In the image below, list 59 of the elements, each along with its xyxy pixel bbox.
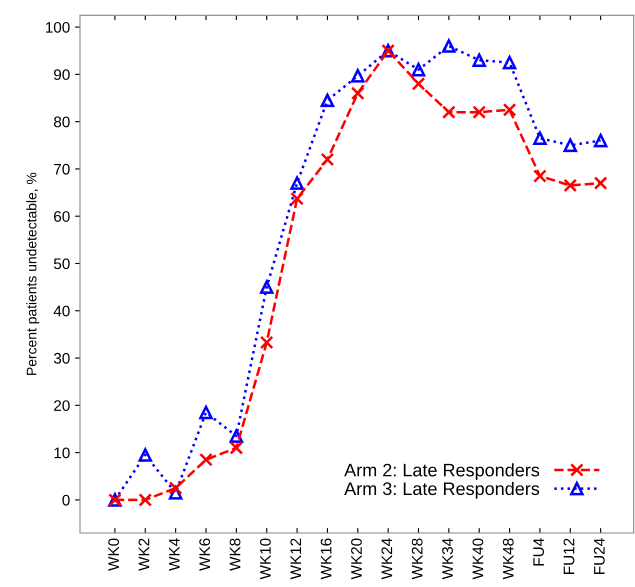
point bbox=[350, 86, 365, 100]
y-tick-label: 10 bbox=[54, 447, 70, 458]
point bbox=[168, 481, 182, 495]
point bbox=[442, 105, 456, 119]
y-tick-label: 20 bbox=[54, 400, 70, 412]
y-tick-label: 80 bbox=[54, 116, 70, 128]
point bbox=[230, 441, 244, 455]
x-tick-label: WK20 bbox=[351, 538, 362, 580]
point bbox=[533, 131, 547, 145]
point bbox=[442, 39, 456, 53]
y-tick-label: 30 bbox=[54, 352, 70, 364]
y-tick-label: 40 bbox=[54, 306, 70, 316]
y-axis-title: Percent patients undetectable, % bbox=[26, 172, 40, 375]
point bbox=[594, 176, 608, 190]
point bbox=[502, 103, 516, 117]
point bbox=[563, 138, 578, 152]
legend-label: Arm 3: Late Responders bbox=[344, 482, 540, 499]
point bbox=[533, 169, 547, 183]
point bbox=[290, 176, 304, 190]
x-tick-label: WK12 bbox=[290, 538, 302, 580]
point bbox=[320, 152, 334, 166]
point bbox=[290, 192, 304, 206]
point bbox=[138, 448, 152, 462]
point bbox=[199, 406, 213, 420]
x-tick-label: WK48 bbox=[502, 538, 514, 580]
x-tick-label: WK0 bbox=[108, 538, 120, 571]
point bbox=[563, 178, 578, 192]
x-tick-label: WK8 bbox=[230, 538, 240, 571]
x-tick-label: WK16 bbox=[320, 538, 332, 580]
point bbox=[199, 452, 213, 467]
point bbox=[472, 53, 486, 67]
y-tick-label: 70 bbox=[54, 164, 70, 175]
x-tick-label: WK28 bbox=[412, 538, 423, 580]
x-tick-label: WK4 bbox=[169, 538, 180, 571]
point bbox=[412, 77, 426, 91]
y-tick-label: 0 bbox=[62, 494, 70, 506]
y-tick-label: 100 bbox=[46, 22, 70, 33]
x-tick-label: FU24 bbox=[594, 538, 605, 574]
y-tick-label: 90 bbox=[54, 69, 70, 80]
point bbox=[594, 134, 608, 148]
point bbox=[472, 105, 486, 119]
y-tick-label: 60 bbox=[54, 211, 70, 222]
x-tick-label: WK24 bbox=[381, 538, 392, 580]
point bbox=[320, 94, 334, 108]
x-tick-label: WK6 bbox=[199, 538, 210, 571]
legend-label: Arm 2: Late Responders bbox=[344, 463, 540, 480]
x-tick-label: WK40 bbox=[472, 538, 484, 580]
point bbox=[138, 493, 152, 507]
x-tick-label: WK10 bbox=[260, 538, 271, 580]
point bbox=[350, 68, 365, 83]
point bbox=[502, 56, 516, 70]
point bbox=[260, 280, 274, 294]
y-tick-label: 50 bbox=[54, 258, 70, 270]
point bbox=[412, 62, 426, 76]
x-tick-label: WK2 bbox=[138, 538, 150, 571]
x-tick-label: FU12 bbox=[564, 538, 574, 574]
point bbox=[260, 336, 274, 350]
x-tick-label: FU4 bbox=[533, 538, 544, 566]
x-tick-label: WK34 bbox=[442, 538, 453, 580]
